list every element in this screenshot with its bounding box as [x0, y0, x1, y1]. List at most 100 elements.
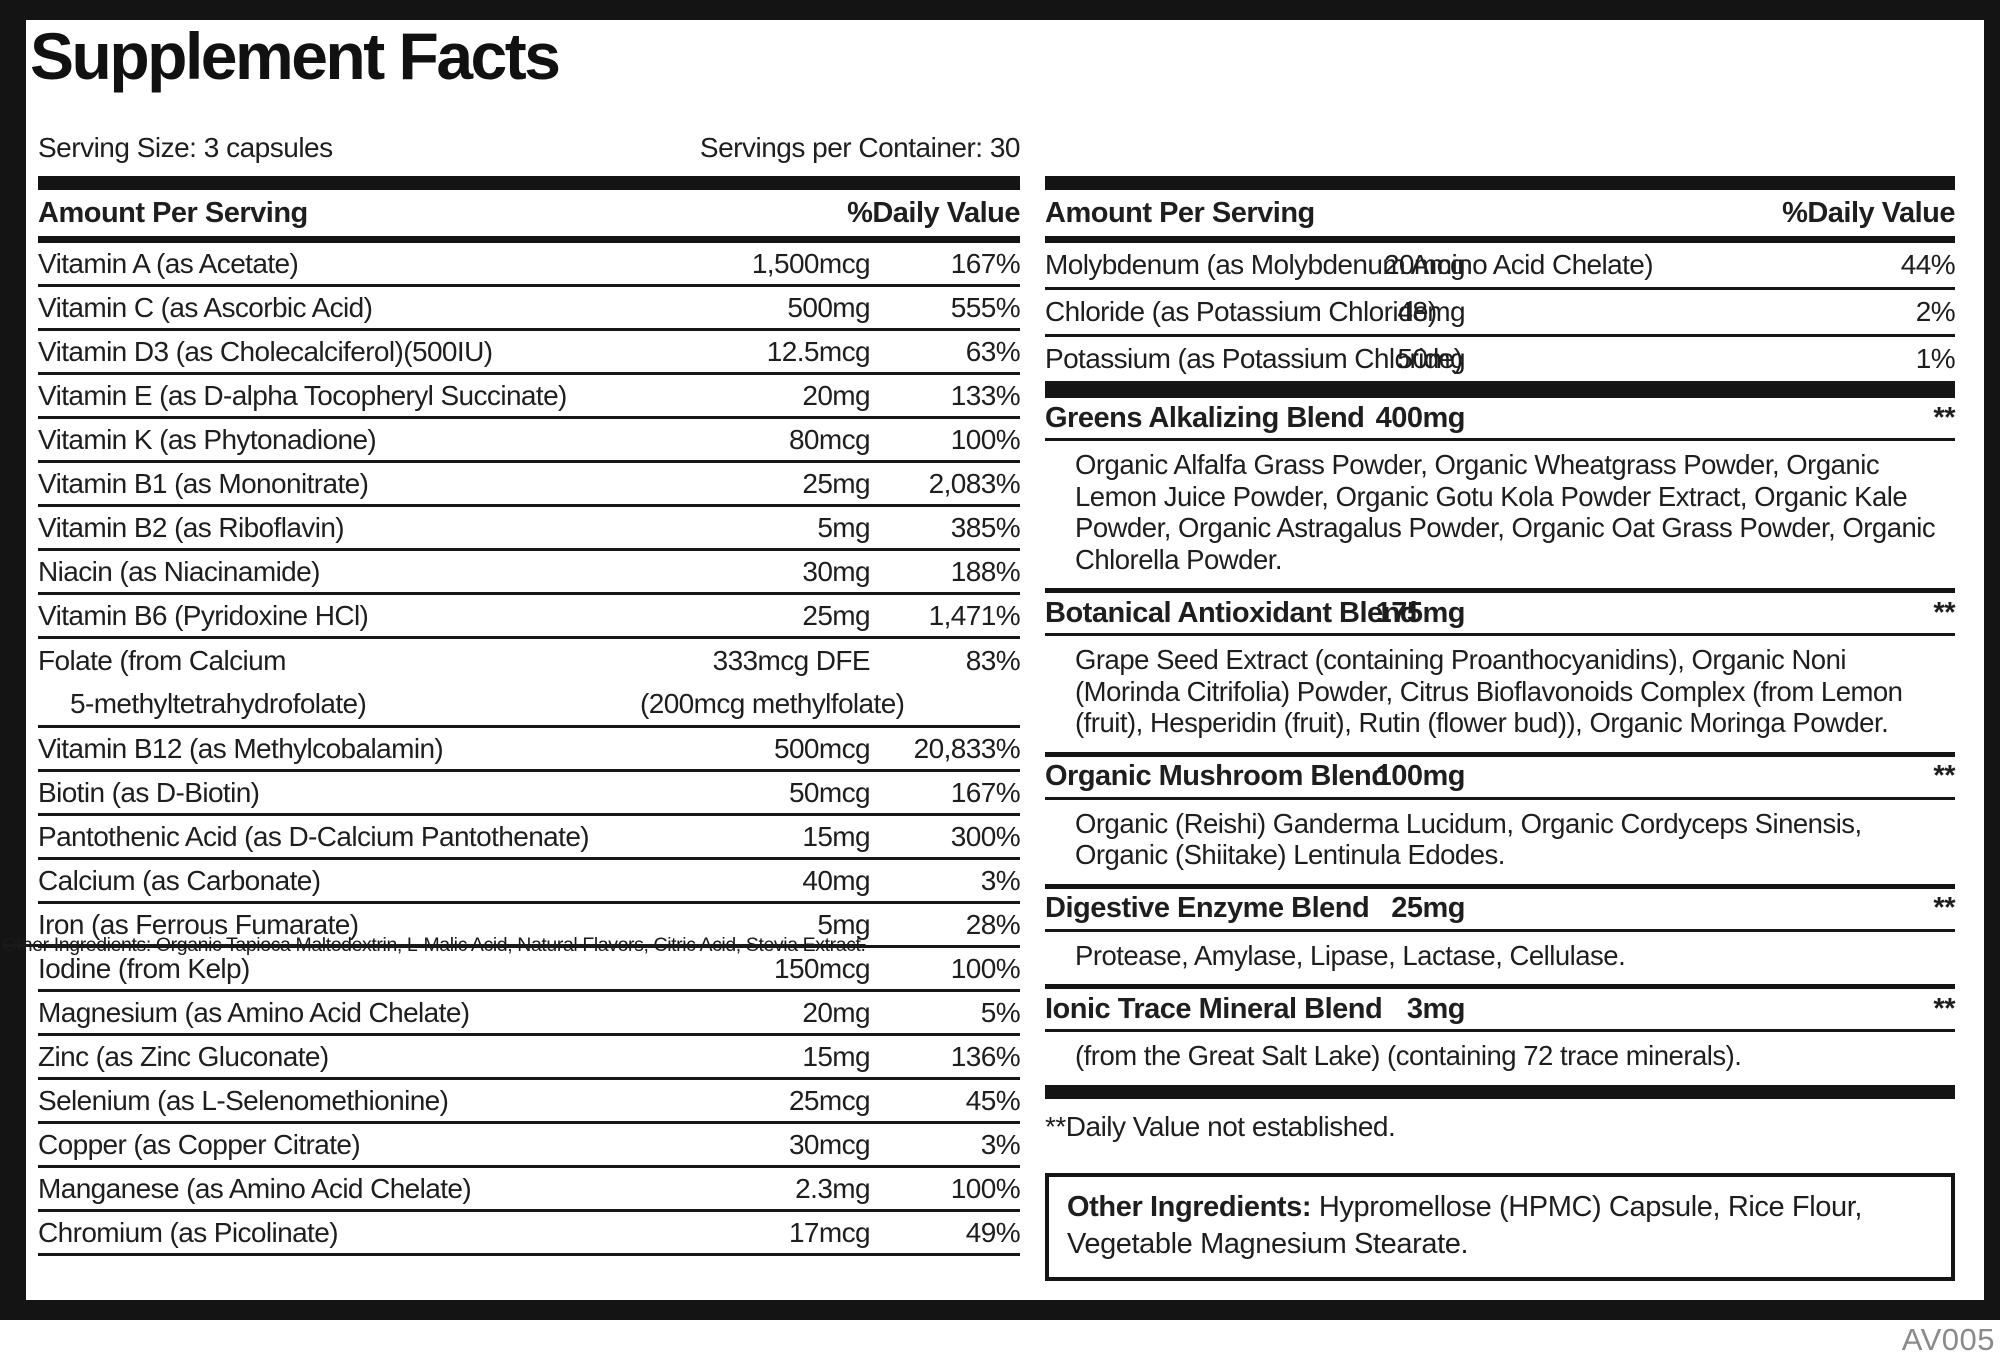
blend-name: Greens Alkalizing Blend	[1045, 401, 1365, 434]
table-row: Potassium (as Potassium Chloride) 50mg 1%	[1045, 337, 1956, 384]
nutrient-daily-value: 20,833%	[913, 732, 1021, 764]
blend-separator	[1045, 588, 1955, 593]
right-table-rows: Molybdenum (as Molybdenum Amino Acid Che…	[1045, 243, 1956, 384]
blend-header: Botanical Antioxidant Blend 175mg **	[1045, 593, 1956, 636]
nutrient-name: Iodine (from Kelp)	[38, 952, 250, 984]
nutrient-name: Chromium (as Picolinate)	[38, 1216, 339, 1248]
table-row: Vitamin A (as Acetate) 1,500mcg 167%	[38, 243, 1021, 287]
blend-header: Greens Alkalizing Blend 400mg **	[1045, 398, 1956, 441]
nutrient-name: Zinc (as Zinc Gluconate)	[38, 1040, 329, 1072]
nutrient-name: Folate (from Calcium 5-methyltetrahydrofo…	[38, 645, 367, 719]
table-row: Manganese (as Amino Acid Chelate) 2.3mg 10…	[38, 1168, 1021, 1212]
footnote-divider-bar	[1045, 1084, 1955, 1099]
frame-left-border	[0, 0, 26, 1320]
table-row: Calcium (as Carbonate) 40mg 3%	[38, 860, 1021, 904]
nutrient-amount: 333mcg DFE (200mcg methylfolate)	[640, 645, 905, 719]
table-row: Vitamin K (as Phytonadione) 80mcg 100%	[38, 419, 1021, 463]
table-row: Molybdenum (as Molybdenum Amino Acid Che…	[1045, 243, 1956, 290]
nutrient-daily-value: 45%	[965, 1084, 1021, 1116]
blend-header: Organic Mushroom Blend 100mg **	[1045, 757, 1956, 800]
table-row: Vitamin D3 (as Cholecalciferol)(500IU) 12…	[38, 331, 1021, 375]
table-row: Niacin (as Niacinamide) 30mg 188%	[38, 551, 1021, 595]
nutrient-name: Calcium (as Carbonate)	[38, 864, 321, 896]
nutrient-amount: 12.5mcg	[766, 335, 871, 367]
nutrient-daily-value: 5%	[980, 996, 1021, 1028]
nutrient-name: Niacin (as Niacinamide)	[38, 555, 320, 587]
blend-name: Digestive Enzyme Blend	[1045, 892, 1370, 924]
nutrient-daily-value: 300%	[950, 820, 1021, 852]
nutrient-amount: 25mg	[802, 599, 870, 631]
nutrient-daily-value: 49%	[965, 1216, 1021, 1248]
nutrient-amount: 17mcg	[788, 1216, 871, 1248]
nutrient-name: Vitamin B6 (Pyridoxine HCl)	[38, 599, 369, 631]
table-row: Copper (as Copper Citrate) 30mcg 3%	[38, 1124, 1021, 1168]
nutrient-amount: 50mcg	[788, 776, 871, 808]
right-table-top-bar	[1045, 176, 1955, 190]
blend-ingredients: Organic (Reishi) Ganderma Lucidum, Organ…	[1075, 807, 1862, 871]
blend-daily-value: **	[1933, 892, 1955, 924]
nutrient-amount: 48mg	[1397, 296, 1465, 327]
table-row: Biotin (as D-Biotin) 50mcg 167%	[38, 772, 1021, 816]
nutrient-daily-value: 100%	[950, 952, 1021, 984]
nutrient-amount: 30mg	[802, 555, 870, 587]
blend-amount: 175mg	[1375, 596, 1466, 629]
blend-daily-value: **	[1933, 760, 1955, 792]
nutrient-name: Magnesium (as Amino Acid Chelate)	[38, 996, 470, 1028]
table-row: Selenium (as L-Selenomethionine) 25mcg 45%	[38, 1080, 1021, 1124]
blend-daily-value: **	[1933, 596, 1955, 629]
nutrient-name: Molybdenum (as Molybdenum Amino Acid Che…	[1045, 249, 1654, 280]
blend-ingredients: Organic Alfalfa Grass Powder, Organic Wh…	[1075, 449, 1936, 575]
nutrient-amount: 15mg	[802, 820, 870, 852]
nutrient-daily-value: 3%	[980, 1128, 1021, 1160]
blend-ingredients: Protease, Amylase, Lipase, Lactase, Cell…	[1075, 939, 1626, 971]
left-table-header: Amount Per Serving %Daily Value	[38, 190, 1020, 243]
right-nutrient-table: Amount Per Serving %Daily Value Molybden…	[1045, 176, 1956, 1281]
nutrient-daily-value: 167%	[950, 247, 1021, 279]
nutrient-amount: 80mcg	[788, 423, 871, 455]
nutrient-amount: 5mg	[817, 908, 870, 940]
nutrient-amount: 500mg	[787, 291, 870, 323]
nutrient-amount: 20mcg	[1383, 249, 1466, 280]
nutrient-name: Chloride (as Potassium Chloride)	[1045, 296, 1437, 327]
left-header-amount: Amount Per Serving	[38, 197, 308, 229]
nutrient-name: Iron (as Ferrous Fumarate)	[38, 908, 359, 940]
nutrient-name: Potassium (as Potassium Chloride)	[1045, 343, 1463, 374]
nutrient-amount: 50mg	[1397, 343, 1465, 374]
nutrient-daily-value: 2,083%	[928, 467, 1021, 499]
blend-amount: 3mg	[1406, 992, 1466, 1025]
nutrient-name: Vitamin B12 (as Methylcobalamin)	[38, 732, 444, 764]
nutrient-amount: 15mg	[802, 1040, 870, 1072]
blend-name: Ionic Trace Mineral Blend	[1045, 992, 1383, 1025]
table-row: Chromium (as Picolinate) 17mcg 49%	[38, 1212, 1021, 1256]
nutrient-amount: 500mcg	[773, 732, 871, 764]
nutrient-amount: 150mcg	[773, 952, 871, 984]
nutrient-amount: 20mg	[802, 996, 870, 1028]
blend-header: Digestive Enzyme Blend 25mg **	[1045, 889, 1956, 932]
right-header-dv: %Daily Value	[1782, 197, 1955, 229]
nutrient-name: Vitamin D3 (as Cholecalciferol)(500IU)	[38, 335, 493, 367]
table-row: Iodine (from Kelp) 150mcg 100%	[38, 948, 1021, 992]
blend-sections: Greens Alkalizing Blend 400mg ** Organic Al…	[1045, 398, 1956, 1085]
table-row: Iron (as Ferrous Fumarate) 5mg 28%	[38, 904, 1021, 948]
blend-daily-value: **	[1933, 401, 1955, 434]
nutrient-daily-value: 188%	[950, 555, 1021, 587]
nutrient-name: Selenium (as L-Selenomethionine)	[38, 1084, 449, 1116]
right-header-amount: Amount Per Serving	[1045, 197, 1315, 229]
nutrient-name: Vitamin E (as D-alpha Tocopheryl Succina…	[38, 379, 567, 411]
left-table-rows: Vitamin A (as Acetate) 1,500mcg 167% Vitami…	[38, 243, 1021, 1256]
nutrient-daily-value: 133%	[950, 379, 1021, 411]
left-nutrient-table: Amount Per Serving %Daily Value Vitamin …	[38, 176, 1021, 1256]
misplaced-other-ingredients-text: Other Ingredients: Organic Tapioca Malto…	[2, 934, 866, 956]
blend-amount: 25mg	[1391, 892, 1465, 924]
right-table-header: Amount Per Serving %Daily Value	[1045, 190, 1955, 243]
daily-value-footnote: **Daily Value not established.	[1045, 1110, 1396, 1142]
servings-per-container: Servings per Container: 30	[699, 132, 1021, 163]
other-ingredients-box: Other Ingredients: Hypromellose (HPMC) C…	[1045, 1172, 1955, 1281]
blend-name: Organic Mushroom Blend	[1045, 760, 1389, 792]
nutrient-name: Manganese (as Amino Acid Chelate)	[38, 1172, 472, 1204]
blend-name: Botanical Antioxidant Blend	[1045, 596, 1418, 629]
table-row: Chloride (as Potassium Chloride) 48mg 2%	[1045, 290, 1956, 337]
blend-ingredients: (from the Great Salt Lake) (containing 7…	[1075, 1040, 1742, 1071]
nutrient-name: Vitamin B2 (as Riboflavin)	[38, 511, 345, 543]
